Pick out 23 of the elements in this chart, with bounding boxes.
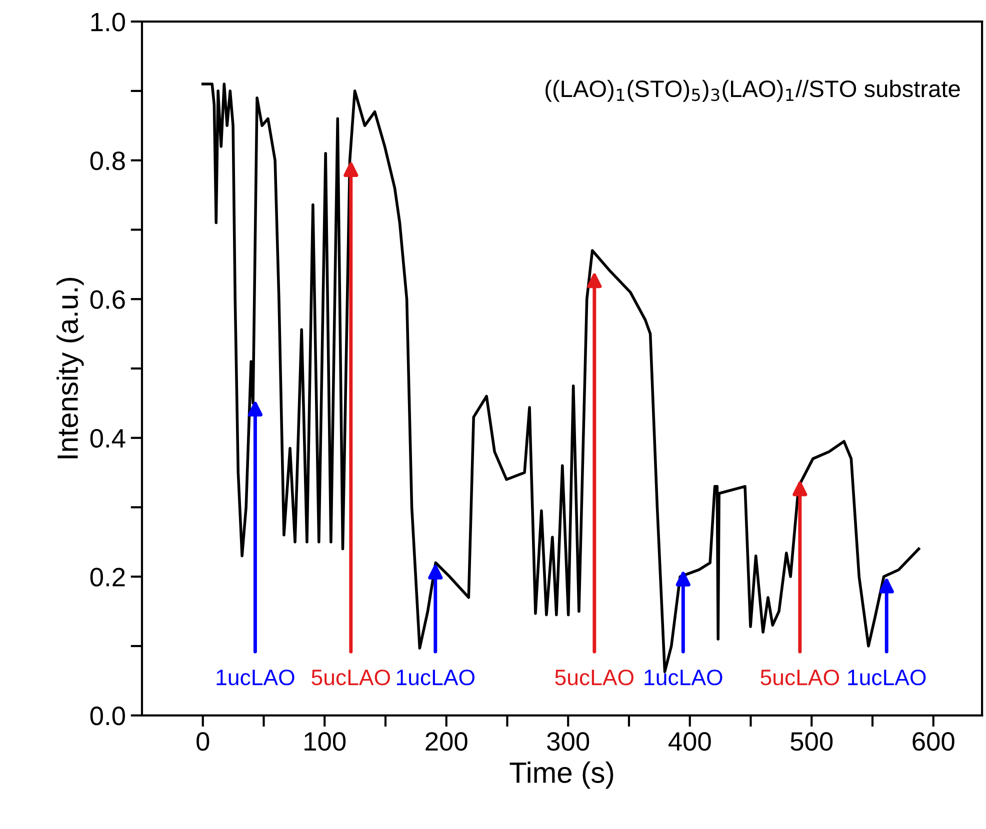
annotation: 5ucLAO [555,670,634,686]
annotation: 1ucLAO [848,670,926,686]
x-tick-label: 500 [790,732,833,751]
y-tick-label: 0.6 [90,290,125,309]
annotation: 5ucLAO [312,670,390,686]
annotation: 1ucLAO [644,670,722,686]
x-tick-label: 600 [912,732,954,751]
x-axis-title: Time (s) [510,762,614,789]
text: ((LAO)$_{1}$(STO)$_{5}$)$_{3}$(LAO)$_{1}$//STO substrate [546,80,960,102]
x-tick-label: 200 [426,732,468,751]
x-tick-label: 400 [668,732,711,751]
y-tick-label: 0.0 [90,706,125,726]
annotation: 1ucLAO [216,670,294,686]
y-tick-label: 0.4 [90,429,126,448]
y-tick-label: 0.8 [90,151,125,170]
x-tick-label: 100 [304,732,346,751]
x-tick-label: 0 [196,732,210,751]
y-tick-label: 1.0 [91,12,125,32]
annotation: 5ucLAO [760,670,840,686]
annotation: 1ucLAO [396,670,474,686]
y-tick-label: 0.2 [90,568,125,586]
x-tick-label: 300 [547,732,590,751]
y-axis-title: Intensity (a.u.) [56,278,84,458]
